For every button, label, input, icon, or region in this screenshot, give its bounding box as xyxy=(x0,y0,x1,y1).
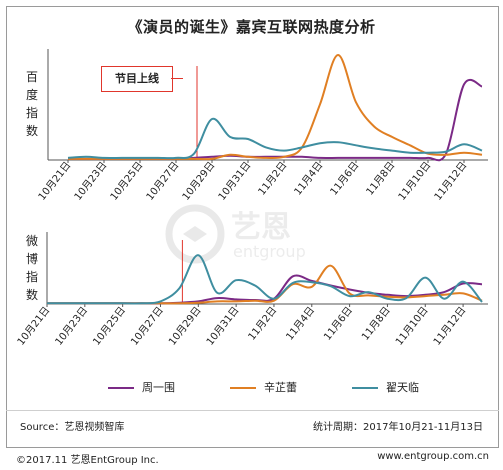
x-tick-label: 11月2日 xyxy=(256,159,290,197)
x-tick-label: 10月21日 xyxy=(15,304,52,347)
legend: 周一围 辛芷蕾 翟天临 xyxy=(0,380,503,396)
x-tick-label: 10月23日 xyxy=(53,304,90,347)
watermark-icon xyxy=(165,204,225,264)
x-tick-label: 11月12日 xyxy=(432,159,469,202)
y-axis-label-char: 指 xyxy=(26,270,39,284)
x-tick-label: 11月2日 xyxy=(246,304,280,342)
x-tick-label: 10月21日 xyxy=(36,159,73,202)
footer-period: 统计周期：2017年10月21-11月13日 xyxy=(313,422,483,433)
series-line-zhou xyxy=(46,274,483,305)
chart-title: 《演员的诞生》嘉宾互联网热度分析 xyxy=(127,18,376,36)
launch-annotation-pointer xyxy=(171,78,183,79)
y-axis-label-char: 博 xyxy=(26,252,39,266)
x-tick-label: 11月6日 xyxy=(328,159,362,197)
watermark-logo: 艺恩 entgroup xyxy=(165,200,345,270)
footer-source: Source：艺恩视频智库 xyxy=(20,422,125,433)
y-axis-label-baidu: 百度指数 xyxy=(26,68,40,140)
legend-swatch-zhai xyxy=(352,387,378,389)
x-tick-label: 11月10日 xyxy=(396,159,433,202)
footer-copyright: ©2017.11 艺恩EntGroup Inc. xyxy=(16,455,159,466)
y-axis-label-weibo: 微博指数 xyxy=(26,232,40,304)
x-tick-label: 11月10日 xyxy=(393,304,430,347)
x-tick-label: 10月31日 xyxy=(204,304,241,347)
legend-swatch-zhou xyxy=(108,387,134,389)
x-tick-label: 11月6日 xyxy=(321,304,355,342)
watermark-en: entgroup xyxy=(233,242,306,261)
x-tick-label: 11月4日 xyxy=(284,304,318,342)
y-axis-label-char: 指 xyxy=(26,106,39,120)
x-tick-label: 10月29日 xyxy=(180,159,217,202)
x-tick-label: 10月25日 xyxy=(91,304,128,347)
footer-website: www.entgroup.com.cn xyxy=(377,451,489,462)
legend-label-zhai: 翟天临 xyxy=(386,381,419,394)
x-tick-label: 11月4日 xyxy=(292,159,326,197)
x-tick-label: 11月12日 xyxy=(431,304,468,347)
x-tick-label: 10月27日 xyxy=(128,304,165,347)
y-axis-label-char: 微 xyxy=(26,234,39,248)
x-tick-label: 10月31日 xyxy=(216,159,253,202)
series-line-zhai xyxy=(67,117,483,160)
x-tick-label: 11月8日 xyxy=(359,304,393,342)
series-line-zhai xyxy=(46,254,483,305)
y-axis-label-char: 度 xyxy=(26,88,39,102)
chart-frame xyxy=(6,6,499,448)
y-axis-label-char: 百 xyxy=(26,70,39,84)
x-tick-label: 10月29日 xyxy=(166,304,203,347)
legend-swatch-xin xyxy=(230,387,256,389)
legend-label-xin: 辛芷蕾 xyxy=(264,381,297,394)
x-tick-label: 10月27日 xyxy=(144,159,181,202)
x-tick-label: 10月25日 xyxy=(108,159,145,202)
footer-divider xyxy=(6,410,499,411)
x-tick-label: 10月23日 xyxy=(72,159,109,202)
y-axis-label-char: 数 xyxy=(26,124,39,138)
y-axis-label-char: 数 xyxy=(26,288,39,302)
launch-annotation: 节目上线 xyxy=(101,66,173,92)
watermark-cn: 艺恩 xyxy=(231,210,291,245)
legend-label-zhou: 周一围 xyxy=(142,381,175,394)
x-tick-label: 11月8日 xyxy=(364,159,398,197)
